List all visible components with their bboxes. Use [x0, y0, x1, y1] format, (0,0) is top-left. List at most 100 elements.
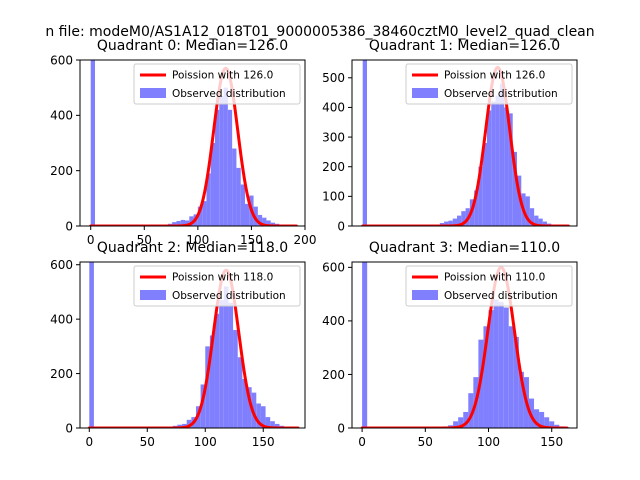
quadrant-0-xtick-label: 0: [87, 233, 95, 247]
quadrant-2-hist-bar: [233, 330, 238, 428]
quadrant-0-hist-bar: [180, 219, 185, 226]
quadrant-2-hist-bar: [260, 406, 266, 428]
quadrant-0-hist-bar: [197, 206, 203, 226]
quadrant-1-poisson-line: [361, 65, 570, 226]
quadrant-0-xtick-label: 200: [294, 233, 317, 247]
quadrant-0-hist-bar: [219, 95, 224, 226]
quadrant-1-hist-bar: [508, 113, 513, 226]
quadrant-1-hist-bar: [529, 208, 535, 226]
quadrant-3-plot-area: [360, 262, 570, 428]
quadrant-2-hist-bar: [186, 419, 192, 428]
quadrant-3-legend-bar-swatch: [412, 290, 438, 300]
quadrant-3-hist-bar: [508, 326, 514, 428]
quadrant-0-hist-bar: [90, 60, 95, 226]
quadrant-0-hist-bar: [215, 109, 220, 226]
quadrant-2-hist-bar: [219, 300, 224, 428]
quadrant-3-hist-bar: [362, 262, 368, 428]
quadrant-3-axes-frame: [351, 261, 578, 429]
quadrant-0-hist-bar: [257, 214, 263, 226]
quadrant-0-hist-bar: [227, 109, 233, 226]
quadrant-2-ytick-label: 200: [50, 367, 73, 381]
quadrant-3-xtick-label: 0: [358, 435, 366, 449]
quadrant-0-hist-bar: [236, 167, 241, 226]
quadrant-2-hist-bar: [242, 379, 248, 428]
quadrant-3-hist-bar: [549, 421, 555, 428]
quadrant-3-hist-bar: [468, 393, 474, 428]
quadrant-2-hist-bar: [205, 346, 210, 428]
quadrant-0-hist-bar: [206, 173, 211, 226]
quadrant-0-xtick-label: 150: [240, 233, 263, 247]
quadrant-0-hist-bar: [270, 222, 275, 226]
quadrant-2-ytick-label: 0: [65, 421, 73, 435]
quadrant-0-hist-bar: [266, 220, 271, 226]
quadrant-3-hist-bar: [498, 302, 504, 428]
quadrant-3-legend: Poission with 110.0 Observed distribution: [405, 265, 573, 307]
quadrant-0-hist-bar: [185, 220, 190, 226]
quadrant-2-xtick-label: 50: [140, 435, 155, 449]
quadrant-1-ytick-label: 500: [322, 71, 345, 85]
quadrant-0-ytick-label: 600: [50, 53, 73, 67]
quadrant-3-hist-bar: [483, 326, 489, 428]
quadrant-2-hist-bar: [265, 417, 271, 428]
quadrant-2-xtick-label: 0: [85, 435, 93, 449]
quadrant-2-hist-bar: [270, 421, 275, 428]
quadrant-1-hist-bar: [487, 110, 492, 226]
quadrant-0-legend-box: [133, 63, 301, 105]
quadrant-1-hist-bar: [362, 60, 367, 226]
quadrant-2-legend-label-poisson: Poission with 118.0: [172, 272, 273, 284]
quadrant-0-hist-bar: [202, 201, 207, 226]
quadrant-1-legend-label-poisson: Poission with 126.0: [444, 70, 545, 82]
quadrant-2-panel: 0 200 400 600 0 50 100 150 Quadrant 2: Median=11…: [50, 240, 306, 449]
quadrant-3-hist-bar: [544, 417, 550, 428]
quadrant-0-panel: 0 200 400 600 0 50 100 150 200 Quadrant 0: Median…: [50, 38, 316, 247]
quadrant-0-legend-bar-swatch: [140, 88, 166, 98]
quadrant-1-hist-bar: [457, 215, 462, 226]
quadrant-0-legend: Poission with 126.0 Observed distribution: [133, 63, 301, 105]
quadrant-1-hist-bar: [512, 151, 517, 226]
quadrant-3-xtick-label: 150: [540, 435, 563, 449]
quadrant-2-hist-bar: [223, 286, 229, 428]
quadrant-2-title: Quadrant 2: Median=118.0: [97, 240, 288, 256]
quadrant-3-hist-bar: [539, 411, 545, 428]
quadrant-1-plot-area: [361, 60, 570, 226]
quadrant-1-hist-bar: [504, 107, 509, 226]
quadrant-2-legend: Poission with 118.0 Observed distribution: [133, 265, 301, 307]
quadrant-3-xtick-label: 100: [477, 435, 500, 449]
quadrant-0-hist-bar: [189, 216, 194, 226]
quadrant-0-title: Quadrant 0: Median=126.0: [97, 38, 288, 54]
quadrant-2-xtick-label: 150: [252, 435, 275, 449]
quadrant-1-legend-bar-swatch: [412, 88, 438, 98]
quadrant-2-hist-bar: [237, 357, 243, 428]
quadrant-0-legend-label-poisson: Poission with 126.0: [172, 70, 273, 82]
quadrant-2-xtick-label: 100: [194, 435, 217, 449]
quadrant-3-hist-bar: [554, 424, 560, 428]
quadrant-3-ytick-label: 0: [337, 421, 345, 435]
quadrant-0-hist-bar: [240, 184, 245, 226]
quadrant-1-hist-bar: [495, 95, 500, 226]
quadrant-1-panel: 0 100 200 300 400 500 Quadrant 1: Median=126.0…: [322, 38, 578, 233]
quadrant-1-ytick-label: 400: [322, 101, 345, 115]
quadrant-1-hist-bar: [448, 220, 453, 226]
quadrant-1-ytick-label: 300: [322, 130, 345, 144]
quadrant-3-hist-bar: [488, 310, 494, 428]
quadrant-1-hist-bar: [482, 143, 487, 226]
quadrant-3-hist-bar: [534, 409, 540, 428]
quadrant-1-hist-bar: [474, 190, 479, 226]
quadrant-1-hist-bar: [517, 175, 522, 226]
quadrant-3-hist-bar: [518, 371, 524, 428]
quadrant-0-ytick-label: 0: [65, 219, 73, 233]
quadrant-2-hist-bar: [256, 403, 261, 428]
quadrant-2-hist-bar: [200, 384, 206, 428]
quadrant-3-hist-bar: [493, 299, 499, 428]
quadrant-1-hist-bar: [461, 211, 466, 226]
quadrant-3-legend-box: [405, 265, 573, 307]
quadrant-3-hist-bar: [513, 336, 519, 428]
quadrant-1-hist-bar: [534, 215, 539, 226]
quadrant-1-axes-frame: [351, 59, 578, 227]
quadrant-3-title: Quadrant 3: Median=110.0: [369, 240, 560, 256]
quadrant-2-legend-label-observed: Observed distribution: [172, 290, 286, 302]
quadrant-3-poisson-line: [360, 265, 569, 428]
quadrant-1-hist-bar: [452, 218, 457, 226]
quadrant-2-ytick-label: 600: [50, 258, 73, 272]
